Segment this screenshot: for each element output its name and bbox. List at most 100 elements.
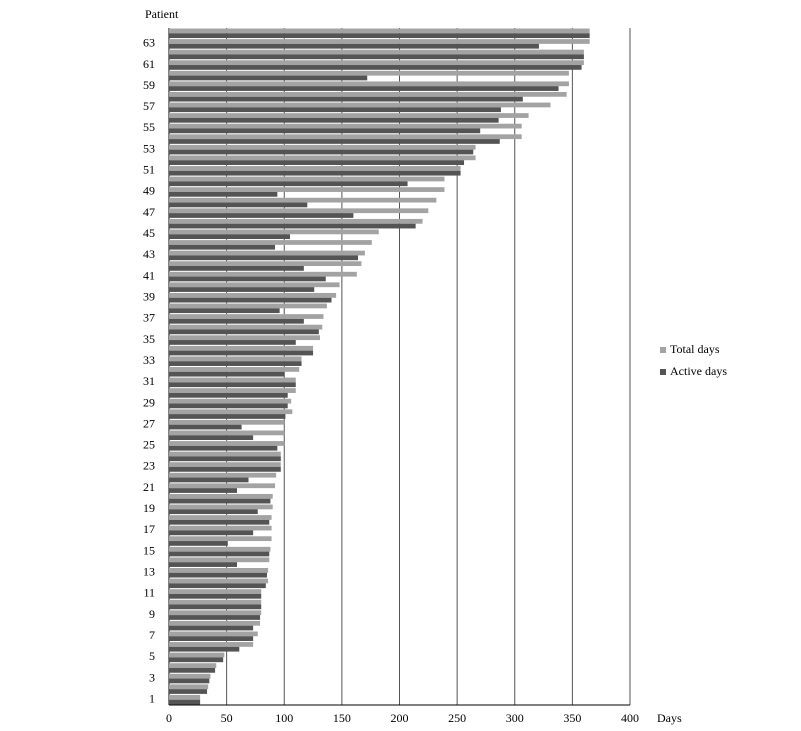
bar [169, 583, 266, 589]
bar [169, 568, 269, 573]
bar [169, 519, 270, 525]
bar [169, 255, 359, 261]
bar [169, 673, 211, 679]
bar [169, 689, 208, 694]
bar [169, 631, 258, 637]
x-tick-label: 300 [506, 711, 524, 725]
bar [169, 149, 474, 155]
y-tick-label: 25 [143, 438, 155, 452]
bar [169, 472, 277, 478]
bar [169, 160, 465, 165]
y-tick-label: 37 [143, 311, 155, 325]
bar [169, 646, 240, 652]
bar [169, 456, 281, 462]
bar [169, 604, 262, 610]
y-tick-label: 29 [143, 395, 155, 409]
bar [169, 498, 271, 504]
bar [169, 60, 584, 66]
y-tick-label: 63 [143, 36, 155, 50]
bar [169, 392, 288, 398]
y-tick-label: 31 [143, 374, 155, 388]
bar [169, 102, 551, 108]
bar [169, 525, 272, 531]
y-tick-label: 57 [143, 99, 155, 113]
bar [169, 367, 300, 372]
bar [169, 345, 314, 351]
bar [169, 678, 210, 684]
bar [169, 113, 529, 118]
bar [169, 181, 408, 187]
bar [169, 191, 278, 197]
x-tick-label: 250 [448, 711, 466, 725]
bar [169, 620, 261, 626]
y-tick-label: 21 [143, 480, 155, 494]
bar [169, 287, 315, 292]
bar [169, 466, 281, 472]
bar [169, 694, 201, 700]
y-tick-label: 15 [143, 543, 155, 557]
bar [169, 483, 276, 489]
bar [169, 65, 582, 70]
bar [169, 96, 523, 102]
bar [169, 33, 590, 39]
y-tick-label: 1 [149, 691, 155, 705]
bar [169, 477, 249, 483]
bar [169, 86, 559, 91]
bar [169, 139, 500, 144]
bar [169, 356, 302, 362]
bar [169, 403, 288, 409]
bar [169, 117, 499, 123]
y-tick-label: 3 [149, 670, 155, 684]
bar [169, 388, 296, 393]
bar [169, 593, 262, 599]
bar [169, 684, 209, 690]
bar [169, 652, 225, 658]
x-tick-label: 350 [563, 711, 581, 725]
y-tick-label: 61 [143, 57, 155, 71]
x-tick-label: 200 [391, 711, 409, 725]
bar [169, 176, 445, 182]
bar [169, 699, 201, 705]
bar [169, 202, 308, 208]
bar [169, 572, 267, 578]
y-tick-label: 7 [149, 628, 155, 642]
bar [169, 642, 254, 647]
y-tick-label: 41 [143, 268, 155, 282]
y-axis-label: Patient [145, 7, 179, 21]
y-tick-label: 19 [143, 501, 155, 515]
bar [169, 134, 522, 140]
bar [169, 599, 262, 605]
bar [169, 244, 276, 250]
bar [169, 409, 293, 415]
bar [169, 318, 304, 324]
y-tick-label: 51 [143, 163, 155, 177]
bar [169, 54, 584, 60]
bar [169, 271, 357, 277]
bar [169, 557, 270, 563]
bar [169, 451, 281, 457]
bar [169, 49, 584, 55]
bar [169, 128, 481, 134]
x-tick-label: 50 [221, 711, 233, 725]
bar [169, 515, 272, 520]
y-tick-label: 43 [143, 247, 155, 261]
bar [169, 610, 262, 616]
legend-swatch [660, 369, 666, 375]
bar [169, 218, 423, 224]
y-tick-label: 5 [149, 649, 155, 663]
bar [169, 663, 217, 668]
bar [169, 377, 296, 383]
bar [169, 578, 269, 584]
y-tick-label: 17 [143, 522, 155, 536]
bar [169, 39, 590, 44]
bar [169, 657, 224, 663]
bar [169, 530, 254, 536]
bar [169, 297, 332, 303]
y-tick-label: 11 [143, 586, 155, 600]
bar [169, 398, 292, 404]
bar [169, 170, 461, 176]
bar [169, 91, 567, 97]
bar [169, 625, 254, 631]
y-tick-label: 33 [143, 353, 155, 367]
